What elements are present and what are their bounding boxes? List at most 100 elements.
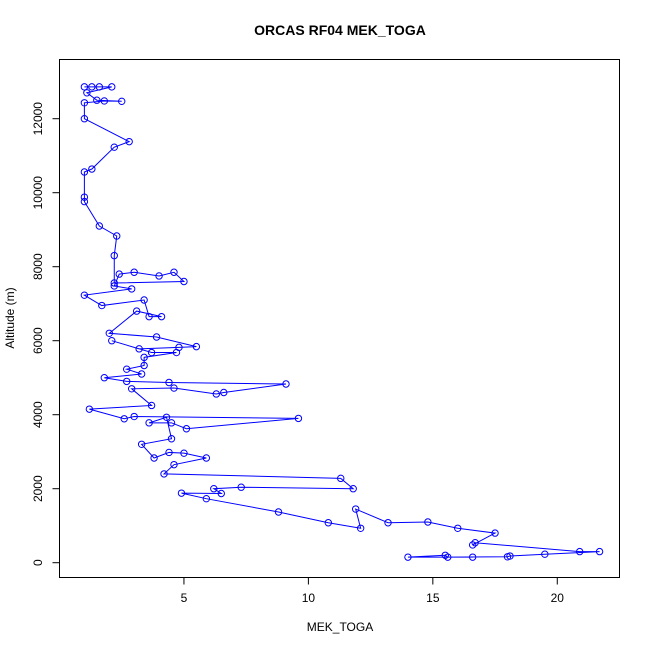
data-point xyxy=(202,454,211,462)
data-point xyxy=(172,348,181,357)
data-point xyxy=(137,370,146,378)
data-point xyxy=(468,541,477,549)
data-point xyxy=(132,307,141,315)
data-point xyxy=(120,415,128,423)
data-point xyxy=(167,419,176,427)
data-point xyxy=(160,470,168,478)
data-point xyxy=(180,449,188,457)
data-point xyxy=(356,524,365,532)
data-point xyxy=(167,435,176,443)
data-point xyxy=(127,385,136,393)
data-point xyxy=(130,268,138,276)
y-axis-label: Altitude (m) xyxy=(3,287,17,348)
x-axis: 5 10 15 20 xyxy=(181,577,564,605)
data-point xyxy=(95,222,104,230)
data-point xyxy=(115,270,123,278)
x-axis-label: MEK_TOGA xyxy=(307,620,373,634)
data-point xyxy=(424,518,432,526)
data-point xyxy=(180,277,188,286)
data-point xyxy=(127,285,136,293)
data-point xyxy=(145,419,153,427)
data-point xyxy=(118,97,126,106)
data-point xyxy=(282,380,290,388)
data-point xyxy=(147,401,156,410)
data-point xyxy=(100,374,109,382)
y-tick-label: 10000 xyxy=(31,176,45,210)
data-point xyxy=(177,489,186,497)
data-point xyxy=(110,251,118,260)
series-group xyxy=(80,83,604,561)
data-point xyxy=(384,519,392,527)
data-point xyxy=(123,377,131,386)
data-point xyxy=(110,282,118,290)
data-point xyxy=(100,97,109,105)
data-point xyxy=(80,197,89,206)
data-point xyxy=(202,494,211,503)
data-point xyxy=(351,505,360,513)
data-point xyxy=(110,143,118,151)
data-point xyxy=(80,291,89,299)
data-point xyxy=(80,115,89,123)
data-point xyxy=(454,524,462,532)
data-point xyxy=(147,348,156,357)
data-point xyxy=(595,547,604,556)
chart-title: ORCAS RF04 MEK_TOGA xyxy=(254,22,426,38)
data-point xyxy=(123,365,131,373)
x-tick-label: 15 xyxy=(426,591,440,605)
x-tick-label: 10 xyxy=(302,591,316,605)
data-point xyxy=(152,333,161,341)
y-tick-label: 0 xyxy=(31,559,45,566)
data-point xyxy=(170,268,178,276)
data-point xyxy=(110,279,118,287)
data-point xyxy=(294,414,303,423)
data-point xyxy=(404,553,412,561)
y-tick-label: 2000 xyxy=(31,475,45,502)
data-point xyxy=(491,529,499,537)
data-point xyxy=(80,99,89,107)
data-point xyxy=(337,474,345,483)
data-point xyxy=(217,489,225,498)
data-point xyxy=(349,485,357,493)
x-tick-label: 5 xyxy=(181,591,188,605)
data-point xyxy=(468,553,477,561)
data-point xyxy=(157,312,166,321)
data-point xyxy=(541,550,549,558)
data-point xyxy=(80,193,89,201)
data-point xyxy=(210,485,218,493)
data-point xyxy=(140,353,148,362)
data-point xyxy=(140,361,148,370)
data-point xyxy=(237,483,245,491)
data-point xyxy=(155,272,163,280)
data-point xyxy=(130,412,138,421)
data-point xyxy=(165,378,173,387)
y-tick-label: 8000 xyxy=(31,253,45,280)
data-point xyxy=(105,329,113,337)
data-point xyxy=(212,390,221,398)
y-tick-label: 4000 xyxy=(31,401,45,428)
data-point xyxy=(137,440,146,448)
data-point xyxy=(503,553,512,561)
data-point xyxy=(140,296,148,304)
data-point xyxy=(441,551,449,559)
data-point xyxy=(145,312,153,321)
data-point xyxy=(88,165,96,173)
y-tick-label: 6000 xyxy=(31,327,45,354)
data-point xyxy=(88,83,96,91)
data-point xyxy=(170,460,178,469)
data-point xyxy=(192,342,201,351)
data-point xyxy=(220,388,228,397)
data-point xyxy=(162,413,171,421)
y-tick-label: 12000 xyxy=(31,102,45,136)
data-point xyxy=(170,384,178,392)
data-point xyxy=(80,168,89,176)
data-point xyxy=(182,425,191,433)
data-point xyxy=(471,539,479,547)
data-point xyxy=(135,345,143,353)
data-point xyxy=(125,137,133,146)
data-point xyxy=(83,89,91,97)
data-point xyxy=(165,448,173,457)
data-point xyxy=(575,547,584,556)
data-point xyxy=(108,83,116,91)
